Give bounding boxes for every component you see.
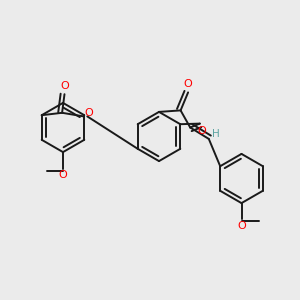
Text: O: O — [184, 79, 193, 89]
Text: O: O — [85, 108, 94, 118]
Text: O: O — [237, 221, 246, 231]
Text: H: H — [212, 129, 219, 140]
Text: O: O — [58, 170, 68, 180]
Text: O: O — [60, 81, 69, 91]
Text: O: O — [197, 126, 206, 136]
